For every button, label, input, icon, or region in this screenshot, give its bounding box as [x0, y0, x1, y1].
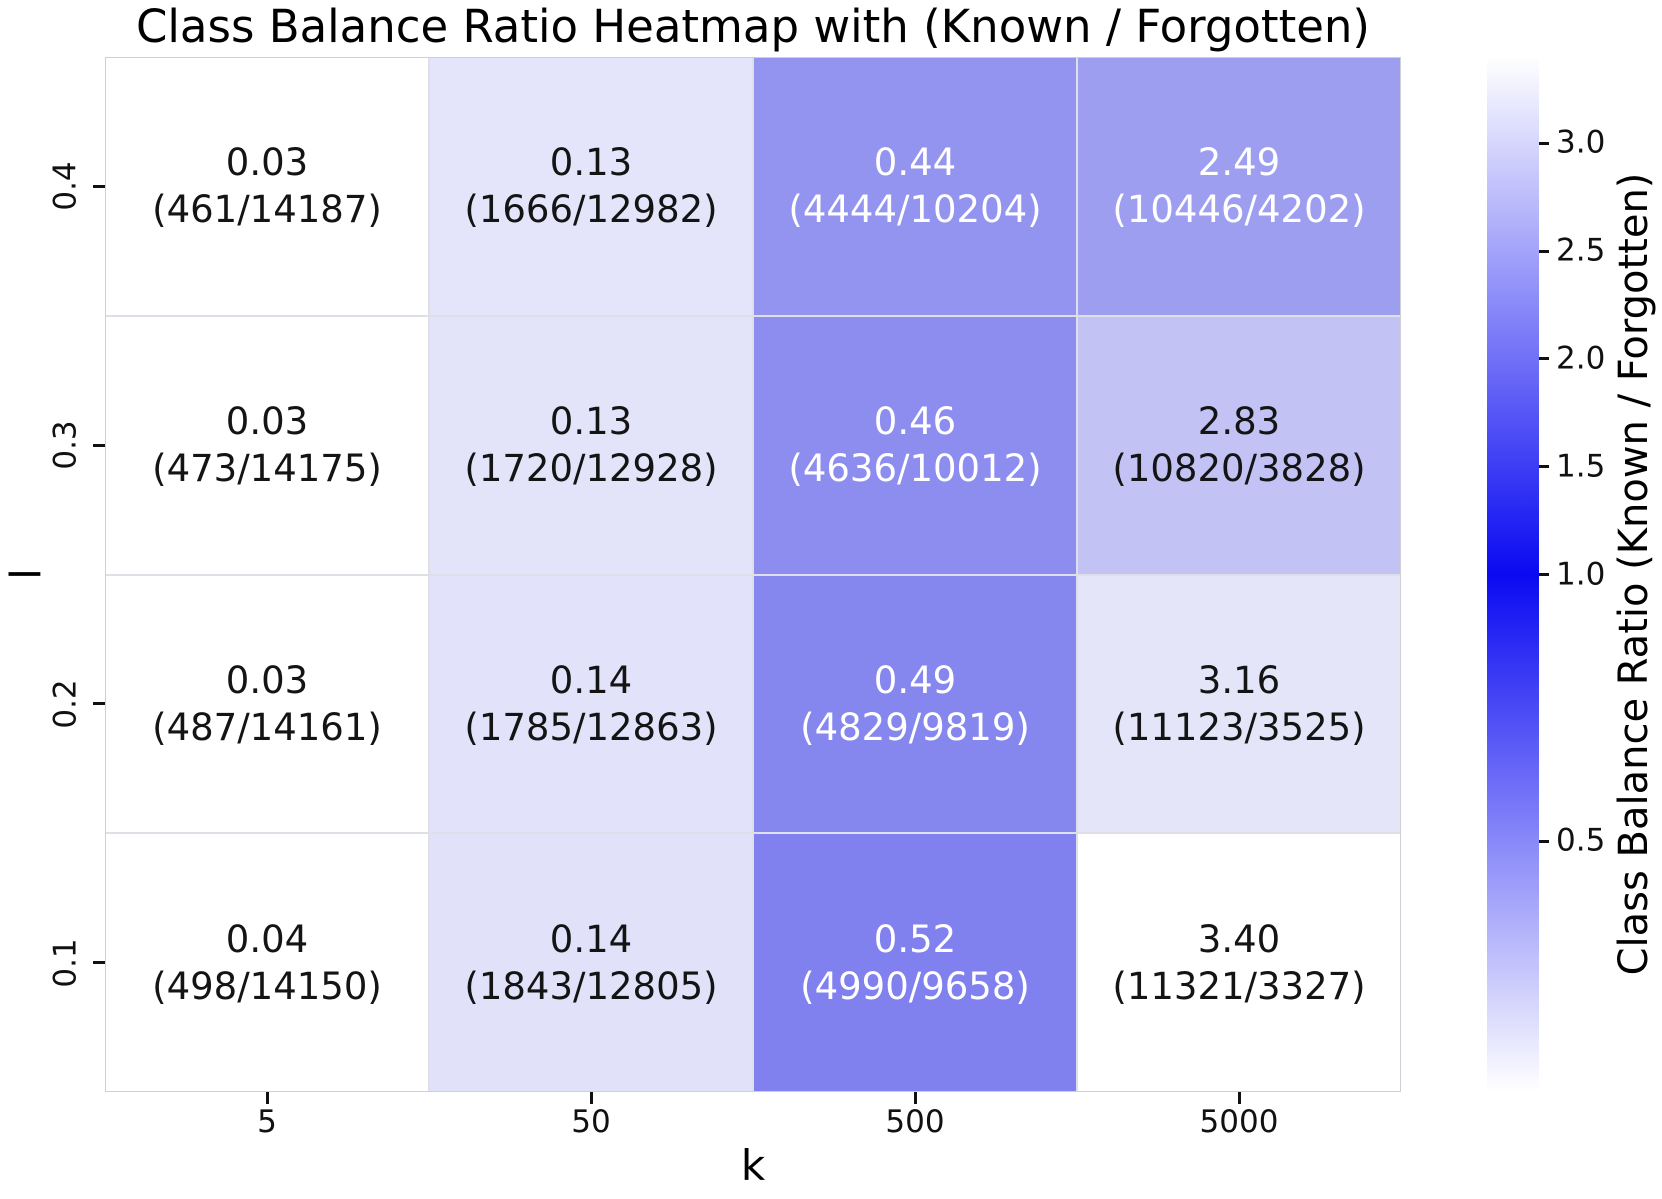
y-tick-mark — [93, 184, 105, 188]
colorbar-tick-label: 1.5 — [1556, 448, 1606, 485]
colorbar-tick-mark — [1539, 249, 1549, 253]
cell-known-forgotten: (10820/3828) — [1112, 447, 1366, 491]
cell-known-forgotten: (11321/3327) — [1112, 964, 1366, 1008]
cell-known-forgotten: (473/14175) — [152, 447, 382, 491]
colorbar-gradient — [1487, 57, 1539, 1092]
x-tick-mark — [265, 1092, 269, 1104]
cell-ratio-value: 0.13 — [549, 400, 633, 444]
cell-ratio-value: 0.14 — [549, 658, 633, 702]
colorbar-tick-label: 1.0 — [1556, 556, 1606, 592]
heatmap-cell: 2.83 (10820/3828) — [1078, 316, 1400, 574]
cell-ratio-value: 0.49 — [873, 658, 957, 702]
cell-ratio-value: 0.52 — [873, 917, 957, 961]
heatmap-cell: 3.40 (11321/3327) — [1078, 834, 1400, 1091]
heatmap-cell: 0.13 (1720/12928) — [430, 316, 752, 574]
cell-known-forgotten: (4444/10204) — [788, 188, 1042, 232]
cell-known-forgotten: (4829/9819) — [800, 705, 1030, 749]
cell-ratio-value: 0.14 — [549, 917, 633, 961]
heatmap-grid: 0.03 (461/14187) 0.13 (1666/12982) 0.44 (4444… — [105, 57, 1401, 1092]
heatmap-cell: 0.03 (487/14161) — [106, 575, 428, 833]
heatmap-cell: 0.14 (1785/12863) — [430, 575, 752, 833]
colorbar-tick-label: 0.5 — [1556, 822, 1606, 859]
heatmap-cell: 3.16 (11123/3525) — [1078, 575, 1400, 833]
heatmap-cell: 0.49 (4829/9819) — [754, 575, 1076, 833]
x-tick-label: 500 — [885, 1104, 945, 1140]
cell-ratio-value: 0.03 — [225, 141, 309, 185]
chart-title: Class Balance Ratio Heatmap with (Known … — [136, 0, 1370, 53]
x-tick-mark — [1237, 1092, 1241, 1104]
x-tick-mark — [913, 1092, 917, 1104]
cell-known-forgotten: (11123/3525) — [1112, 705, 1366, 749]
heatmap-cell: 0.03 (461/14187) — [106, 58, 428, 315]
colorbar-tick-mark — [1539, 465, 1549, 469]
cell-known-forgotten: (4990/9658) — [800, 964, 1030, 1008]
colorbar-tick-label: 3.0 — [1556, 124, 1606, 161]
cell-ratio-value: 2.49 — [1197, 141, 1281, 185]
y-axis-label: l — [1, 568, 51, 580]
heatmap-cell: 2.49 (10446/4202) — [1078, 58, 1400, 315]
colorbar-tick-label: 2.0 — [1556, 340, 1606, 377]
x-axis-label: k — [740, 1141, 766, 1190]
y-tick-label: 0.3 — [47, 420, 84, 470]
cell-known-forgotten: (10446/4202) — [1112, 188, 1366, 232]
y-tick-mark — [93, 443, 105, 447]
cell-ratio-value: 3.16 — [1197, 658, 1281, 702]
x-tick-label: 5000 — [1199, 1104, 1279, 1140]
x-tick-mark — [589, 1092, 593, 1104]
cell-known-forgotten: (461/14187) — [152, 188, 382, 232]
x-tick-label: 5 — [257, 1104, 277, 1140]
y-tick-label: 0.1 — [47, 937, 84, 988]
cell-known-forgotten: (1666/12982) — [464, 188, 718, 232]
colorbar-tick-mark — [1539, 573, 1549, 576]
heatmap-cell: 0.52 (4990/9658) — [754, 834, 1076, 1091]
cell-ratio-value: 0.44 — [873, 141, 957, 185]
heatmap-cell: 0.14 (1843/12805) — [430, 834, 752, 1091]
cell-known-forgotten: (487/14161) — [152, 705, 382, 749]
y-tick-label: 0.2 — [47, 679, 84, 729]
y-tick-label: 0.4 — [47, 161, 84, 212]
colorbar-tick-mark — [1539, 839, 1549, 843]
heatmap-cell: 0.46 (4636/10012) — [754, 316, 1076, 574]
heatmap-cell: 0.03 (473/14175) — [106, 316, 428, 574]
heatmap-cell: 0.44 (4444/10204) — [754, 58, 1076, 315]
heatmap-cell: 0.13 (1666/12982) — [430, 58, 752, 315]
colorbar-label: Class Balance Ratio (Known / Forgotten) — [1611, 172, 1657, 976]
y-tick-mark — [93, 702, 105, 706]
cell-ratio-value: 0.13 — [549, 141, 633, 185]
cell-known-forgotten: (1785/12863) — [464, 705, 718, 749]
cell-ratio-value: 0.03 — [225, 400, 309, 444]
heatmap-cell: 0.04 (498/14150) — [106, 834, 428, 1091]
cell-ratio-value: 0.46 — [873, 400, 957, 444]
cell-known-forgotten: (498/14150) — [152, 964, 382, 1008]
cell-known-forgotten: (4636/10012) — [788, 447, 1042, 491]
cell-ratio-value: 0.03 — [225, 658, 309, 702]
cell-known-forgotten: (1720/12928) — [464, 447, 718, 491]
cell-ratio-value: 0.04 — [225, 917, 309, 961]
colorbar-tick-mark — [1539, 357, 1549, 361]
colorbar-tick-label: 2.5 — [1556, 232, 1606, 269]
cell-known-forgotten: (1843/12805) — [464, 964, 718, 1008]
colorbar-tick-mark — [1539, 141, 1549, 145]
y-tick-mark — [93, 961, 105, 965]
cell-ratio-value: 3.40 — [1197, 917, 1281, 961]
cell-ratio-value: 2.83 — [1197, 400, 1281, 444]
x-tick-label: 50 — [571, 1104, 611, 1140]
